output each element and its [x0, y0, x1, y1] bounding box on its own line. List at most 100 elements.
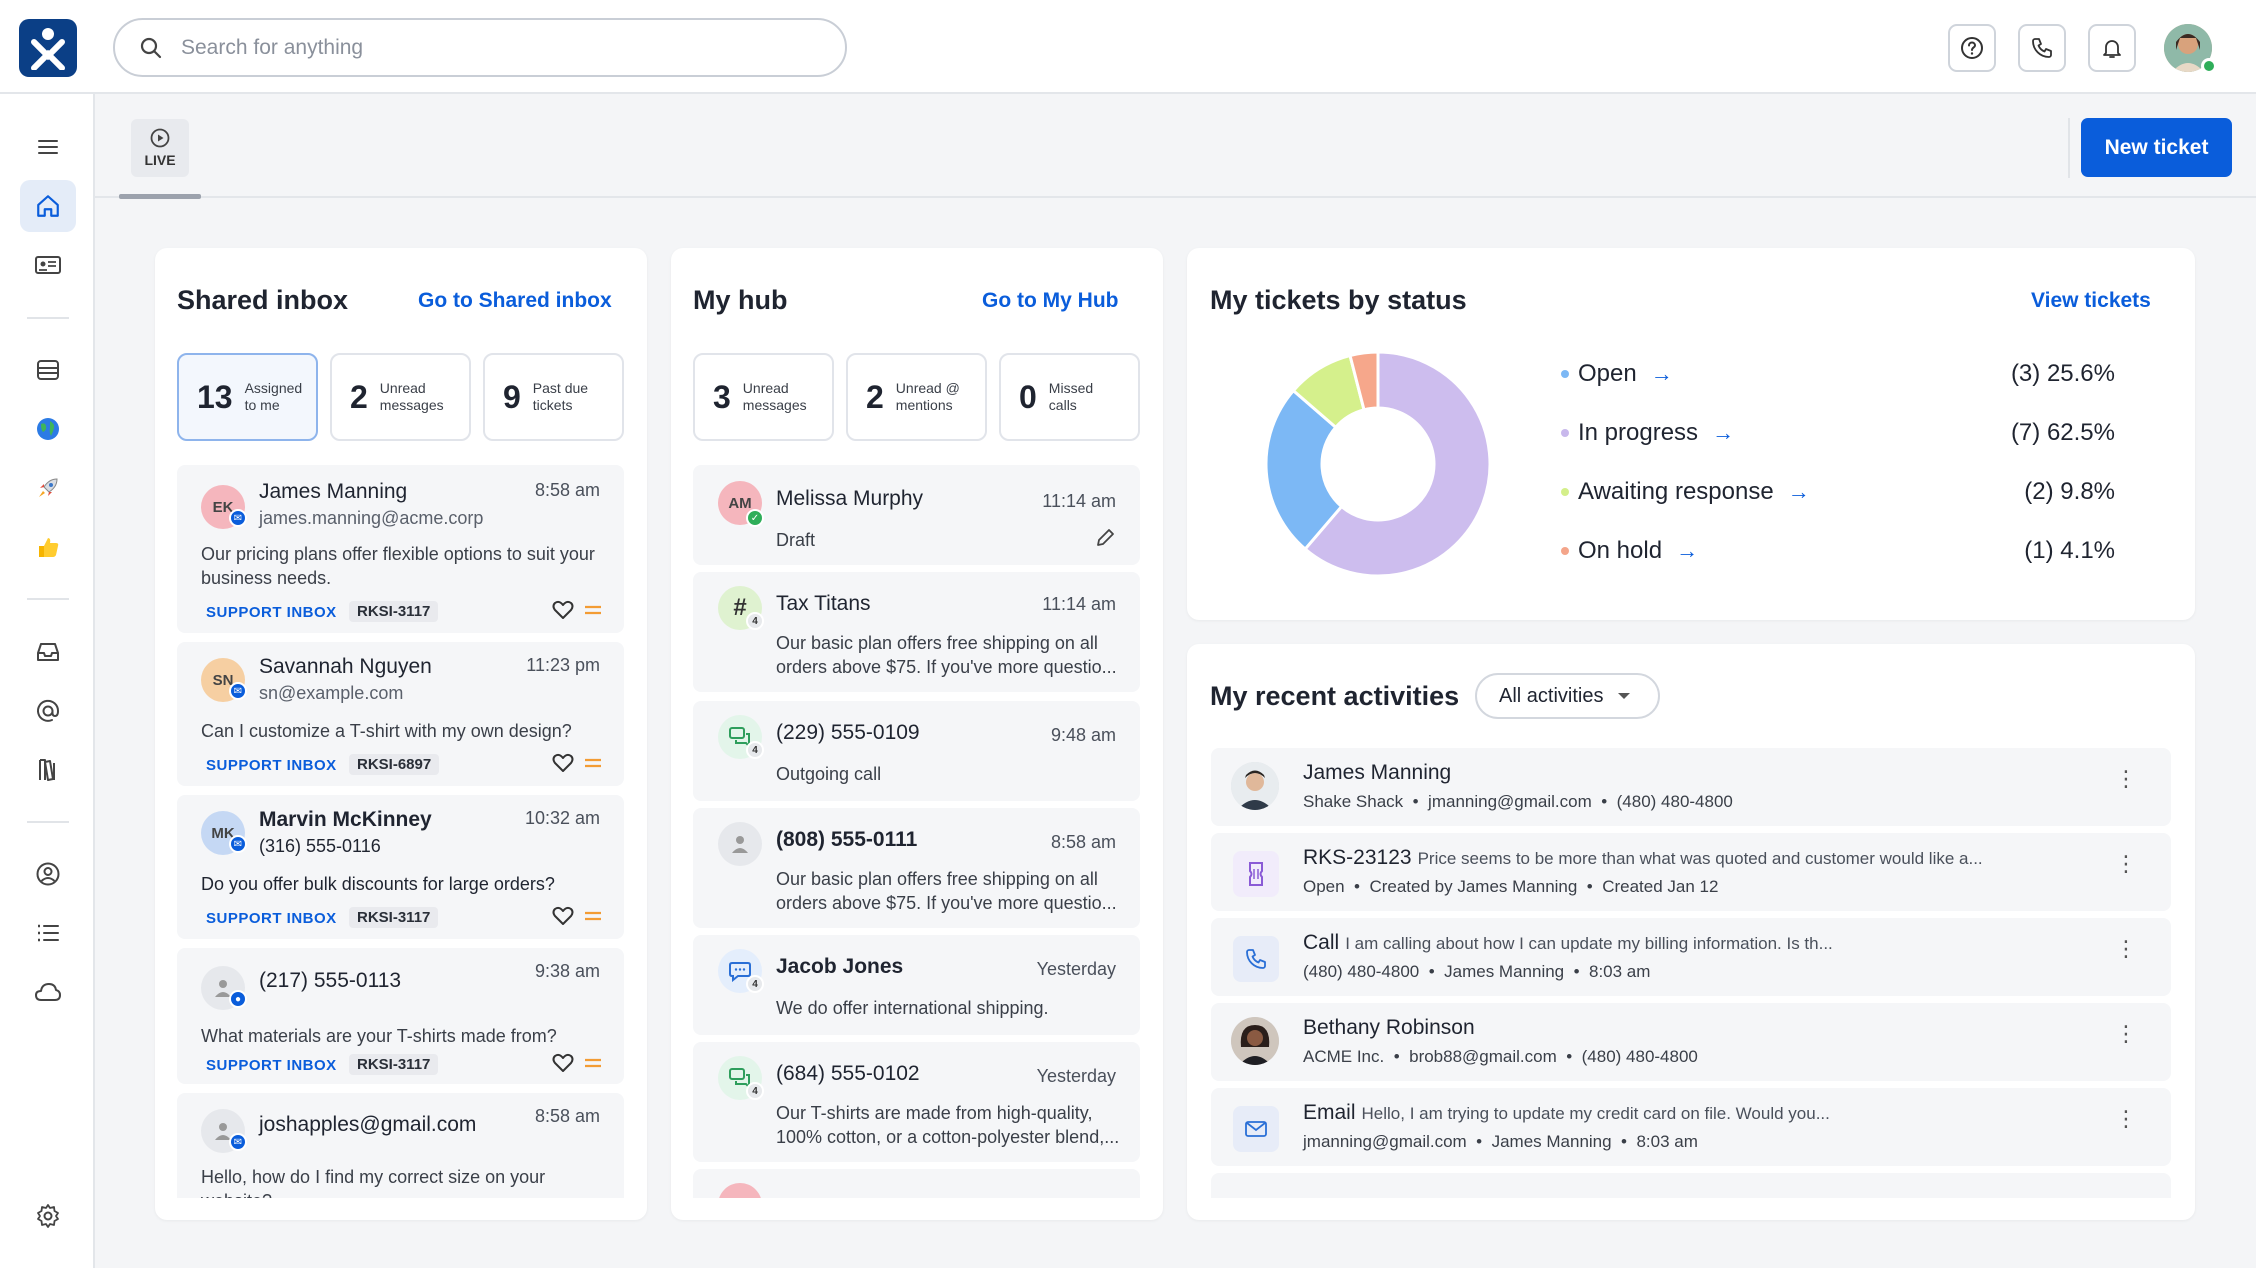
activity-meta: jmanning@gmail.com • James Manning • 8:0…: [1303, 1132, 1698, 1151]
notifications-button[interactable]: [2088, 24, 2136, 72]
list-item[interactable]: MK ✉ Marvin McKinney (316) 555-0116 10:3…: [177, 795, 624, 939]
activity-row[interactable]: Email Hello, I am trying to update my cre…: [1211, 1088, 2171, 1166]
my-hub-title: My hub: [693, 285, 788, 315]
tray-icon[interactable]: [20, 626, 76, 678]
list-icon[interactable]: [20, 907, 76, 959]
my-hub-list: AM ✓ Melissa Murphy 11:14 am Draft # 4 T…: [693, 465, 1140, 1198]
more-options-icon[interactable]: ⋮: [2115, 851, 2137, 876]
rocket-icon[interactable]: [20, 462, 76, 514]
activities-filter-dropdown[interactable]: All activities: [1475, 673, 1660, 719]
search-placeholder: Search for anything: [181, 35, 364, 59]
arrow-right-icon: →: [1676, 538, 1699, 563]
thumbs-up-icon[interactable]: [20, 521, 76, 573]
contact-name: (217) 555-0113: [259, 969, 402, 992]
view-tickets-link[interactable]: View tickets: [2031, 289, 2151, 312]
contact-name: Marvin McKinney: [259, 808, 432, 831]
knowledge-base-icon[interactable]: [20, 744, 76, 796]
globe-icon[interactable]: [20, 403, 76, 455]
list-item[interactable]: 4 Jacob Jones Yesterday We do offer inte…: [693, 935, 1140, 1035]
list-item[interactable]: SN ✉ Savannah Nguyen sn@example.com 11:2…: [177, 642, 624, 786]
priority-icon: [584, 756, 602, 775]
sidebar-divider: [27, 598, 69, 600]
contact-name: joshapples@gmail.com: [259, 1113, 477, 1136]
inbox-stack-icon[interactable]: [20, 344, 76, 396]
app-logo[interactable]: [19, 19, 77, 77]
help-button[interactable]: [1948, 24, 1996, 72]
heart-icon[interactable]: [552, 753, 574, 778]
stat-assigned[interactable]: 13 Assigned to me: [177, 353, 318, 441]
more-options-icon[interactable]: ⋮: [2115, 1106, 2137, 1131]
ticket-id[interactable]: RKSI-3117: [349, 1054, 439, 1075]
go-to-my-hub-link[interactable]: Go to My Hub: [982, 289, 1119, 312]
more-options-icon[interactable]: ⋮: [2115, 936, 2137, 961]
activity-meta: Open • Created by James Manning • Create…: [1303, 877, 1719, 896]
list-item[interactable]: EK ✉ James Manning james.manning@acme.co…: [177, 465, 624, 633]
timestamp: 9:38 am: [534, 961, 600, 981]
stat-number: 2: [866, 378, 884, 415]
activity-row[interactable]: Call I am calling about how I can update …: [1211, 918, 2171, 996]
legend-awaiting-response[interactable]: Awaiting response →: [1561, 478, 1810, 506]
stat-number: 0: [1019, 378, 1037, 415]
settings-gear-icon[interactable]: [20, 1190, 76, 1242]
phone-button[interactable]: [2018, 24, 2066, 72]
mention-icon[interactable]: [20, 685, 76, 737]
more-options-icon[interactable]: ⋮: [2115, 1021, 2137, 1046]
live-tab[interactable]: LIVE: [131, 119, 189, 177]
tickets-status-title: My tickets by status: [1210, 285, 1467, 315]
menu-icon[interactable]: [20, 121, 76, 173]
list-item[interactable]: (808) 555-0111 8:58 am Our basic plan of…: [693, 808, 1140, 928]
list-item[interactable]: AM ✓ Melissa Murphy 11:14 am Draft: [693, 465, 1140, 565]
new-ticket-button[interactable]: New ticket: [2081, 118, 2232, 177]
more-options-icon[interactable]: ⋮: [2115, 766, 2137, 791]
shared-inbox-title: Shared inbox: [177, 285, 349, 315]
heart-icon[interactable]: [552, 600, 574, 625]
stat-unread-messages[interactable]: 3 Unread messages: [693, 353, 834, 441]
ticket-id[interactable]: RKSI-3117: [349, 907, 439, 928]
list-item[interactable]: ✉ joshapples@gmail.com 8:58 am Hello, ho…: [177, 1093, 624, 1198]
donut-slice-open[interactable]: [1264, 388, 1344, 552]
legend-in-progress[interactable]: In progress →: [1561, 419, 1734, 447]
list-item[interactable]: 4 (684) 555-0102 Yesterday Our T-shirts …: [693, 1042, 1140, 1162]
cloud-icon[interactable]: [20, 966, 76, 1018]
activity-row[interactable]: [1211, 1173, 2171, 1198]
arrow-right-icon: →: [1712, 420, 1735, 445]
donut-slice-on-hold[interactable]: [1348, 350, 1380, 412]
legend-on-hold[interactable]: On hold →: [1561, 537, 1698, 565]
list-item[interactable]: [693, 1169, 1140, 1198]
ticket-id[interactable]: RKSI-6897: [349, 754, 440, 775]
contacts-card-icon[interactable]: [20, 239, 76, 291]
stat-unread-mentions[interactable]: 2 Unread @ mentions: [846, 353, 987, 441]
list-item[interactable]: 4 (229) 555-0109 9:48 am Outgoing call: [693, 701, 1140, 801]
activity-row[interactable]: Bethany Robinson ACME Inc. • brob88@gmai…: [1211, 1003, 2171, 1081]
list-item[interactable]: # 4 Tax Titans 11:14 am Our basic plan o…: [693, 572, 1140, 692]
user-circle-icon[interactable]: [20, 848, 76, 900]
activity-row[interactable]: James Manning Shake Shack • jmanning@gma…: [1211, 748, 2171, 826]
inbox-tag: SUPPORT INBOX: [206, 1057, 337, 1074]
count-badge: 4: [746, 1082, 764, 1100]
home-icon[interactable]: [20, 180, 76, 232]
search-bar[interactable]: Search for anything: [113, 18, 847, 77]
donut-slice-in-progress[interactable]: [1303, 350, 1492, 578]
stat-missed-calls[interactable]: 0 Missed calls: [999, 353, 1140, 441]
priority-icon: [584, 603, 602, 622]
user-avatar[interactable]: [2164, 24, 2212, 72]
message-preview: Our pricing plans offer flexible options…: [201, 544, 595, 588]
inbox-tag: SUPPORT INBOX: [206, 757, 337, 774]
legend-open[interactable]: Open →: [1561, 360, 1673, 388]
legend-label: On hold: [1578, 537, 1663, 564]
edit-pencil-icon[interactable]: [1094, 527, 1116, 554]
list-item[interactable]: ● (217) 555-0113 9:38 am What materials …: [177, 948, 624, 1084]
go-to-shared-inbox-link[interactable]: Go to Shared inbox: [418, 289, 612, 312]
ticket-id[interactable]: RKSI-3117: [349, 601, 439, 622]
message-preview: Do you offer bulk discounts for large or…: [201, 874, 555, 894]
timestamp: 11:14 am: [1042, 594, 1116, 614]
heart-icon[interactable]: [552, 906, 574, 931]
stat-label: Past due tickets: [532, 380, 589, 413]
stat-unread[interactable]: 2 Unread messages: [330, 353, 471, 441]
avatar: [718, 822, 762, 866]
message-preview: Our basic plan offers free shipping on a…: [776, 633, 1117, 677]
stat-past-due[interactable]: 9 Past due tickets: [483, 353, 624, 441]
activity-row[interactable]: RKS-23123 Price seems to be more than wha…: [1211, 833, 2171, 911]
heart-icon[interactable]: [552, 1053, 574, 1078]
sidebar-divider: [27, 821, 69, 823]
